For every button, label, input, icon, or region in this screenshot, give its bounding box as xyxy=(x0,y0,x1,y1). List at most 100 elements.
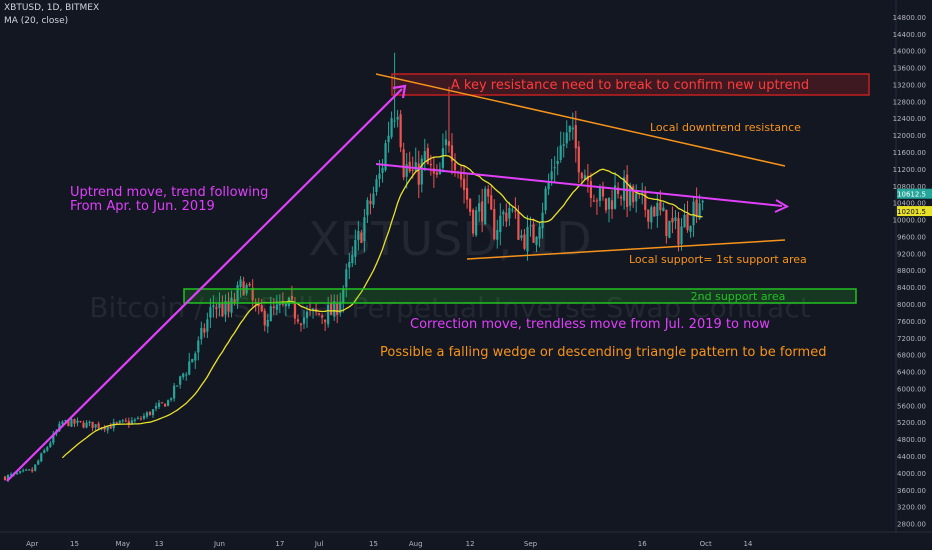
candle-body xyxy=(574,125,577,149)
candle-body xyxy=(185,374,188,376)
candle-body xyxy=(302,317,306,324)
uptrend-arrow-line xyxy=(6,88,403,482)
candle-body xyxy=(369,200,372,204)
candle-body xyxy=(188,361,191,375)
candle-body xyxy=(348,261,351,268)
candle-body xyxy=(354,239,357,257)
candle-body xyxy=(236,285,239,302)
time-tick-label: 12 xyxy=(466,540,475,548)
candle-body xyxy=(583,175,586,180)
time-tick-label: Aug xyxy=(409,540,423,548)
time-tick-label: Sep xyxy=(524,540,538,548)
candle-body xyxy=(487,188,490,197)
candle-body xyxy=(145,412,149,417)
candle-body xyxy=(79,420,82,422)
candle-body xyxy=(520,235,523,238)
resistance-zone xyxy=(391,73,870,96)
candle-body xyxy=(607,197,611,210)
candle-body xyxy=(502,211,505,215)
candle-body xyxy=(22,470,25,472)
candle-body xyxy=(9,474,13,476)
candle-body xyxy=(221,303,224,316)
candle-body xyxy=(698,203,701,219)
candle-body xyxy=(517,211,520,240)
last-price-label: 10612.5 xyxy=(897,191,926,199)
second-support-zone xyxy=(183,288,857,304)
candle-body xyxy=(650,207,653,223)
candle-body xyxy=(481,201,484,222)
time-axis[interactable]: Apr 15 May 13 Jun 17 Jul 15 Aug 12 Sep 16 Oct 14 xyxy=(0,531,932,548)
candle-body xyxy=(148,411,152,415)
candle-body xyxy=(224,301,227,315)
candle-body xyxy=(620,196,623,199)
candle-body xyxy=(227,301,230,312)
candle-body xyxy=(493,208,496,240)
candle-body xyxy=(157,402,161,407)
candle-body xyxy=(106,426,109,431)
price-tick-label: 5600.00 xyxy=(897,402,926,410)
candle-body xyxy=(387,135,390,143)
candle-body xyxy=(154,406,158,409)
candle-body xyxy=(76,420,79,424)
price-label-box xyxy=(897,206,932,217)
candle-body xyxy=(91,421,94,429)
midline-ray xyxy=(375,163,783,207)
price-tick-label: 7200.00 xyxy=(897,335,926,343)
price-tick-label: 6400.00 xyxy=(897,369,926,377)
candle-body xyxy=(450,145,454,162)
candle-body xyxy=(103,427,106,430)
candle-body xyxy=(444,139,448,146)
candle-body xyxy=(6,475,10,481)
candle-body xyxy=(37,460,40,465)
candle-body xyxy=(553,167,556,169)
time-tick-label: 16 xyxy=(638,540,647,548)
candle-body xyxy=(260,305,263,312)
candle-body xyxy=(330,302,333,316)
time-tick-label: Jul xyxy=(314,540,324,548)
time-tick-label: 15 xyxy=(369,540,378,548)
candle-body xyxy=(641,192,644,194)
candle-body xyxy=(194,353,197,361)
uptrend-label-line1: Uptrend move, trend following xyxy=(70,185,268,200)
candle-body xyxy=(257,303,260,307)
candle-body xyxy=(423,151,426,161)
candle-body xyxy=(523,234,526,249)
candle-body xyxy=(441,148,445,168)
candle-body xyxy=(70,419,73,427)
price-tick-label: 3600.00 xyxy=(897,487,926,495)
candle-body xyxy=(393,120,396,122)
candle-body xyxy=(671,218,674,223)
candle-body xyxy=(275,304,278,310)
candle-body xyxy=(218,302,221,308)
price-axis[interactable]: 2800.00 3200.00 3600.00 4000.00 4400.00 4800.… xyxy=(893,0,932,532)
candle-body xyxy=(484,188,487,225)
price-tick-label: 4400.00 xyxy=(897,453,926,461)
candle-body xyxy=(52,433,55,443)
candle-body xyxy=(230,297,233,313)
candle-body xyxy=(318,313,321,315)
candle-body xyxy=(124,420,127,422)
price-tick-label: 9600.00 xyxy=(897,233,926,241)
candle-body xyxy=(610,200,614,210)
first-support-label: Local support= 1st support area xyxy=(629,253,807,266)
candle-body xyxy=(384,143,387,171)
price-tick-label: 2800.00 xyxy=(897,521,926,529)
candle-body xyxy=(339,301,342,314)
candle-body xyxy=(396,116,399,120)
candle-body xyxy=(333,301,336,317)
price-tick-label: 8400.00 xyxy=(897,284,926,292)
candle-body xyxy=(357,230,360,241)
candle-body xyxy=(668,220,671,238)
candle-body xyxy=(381,167,384,173)
candle-body xyxy=(206,319,209,332)
time-tick-label: May xyxy=(116,540,130,548)
candle-body xyxy=(269,306,272,322)
candle-body xyxy=(686,214,689,231)
candle-body xyxy=(601,187,605,197)
candle-body xyxy=(414,162,417,172)
candle-body xyxy=(411,169,414,171)
candle-body xyxy=(505,212,508,222)
candle-body xyxy=(511,209,514,211)
